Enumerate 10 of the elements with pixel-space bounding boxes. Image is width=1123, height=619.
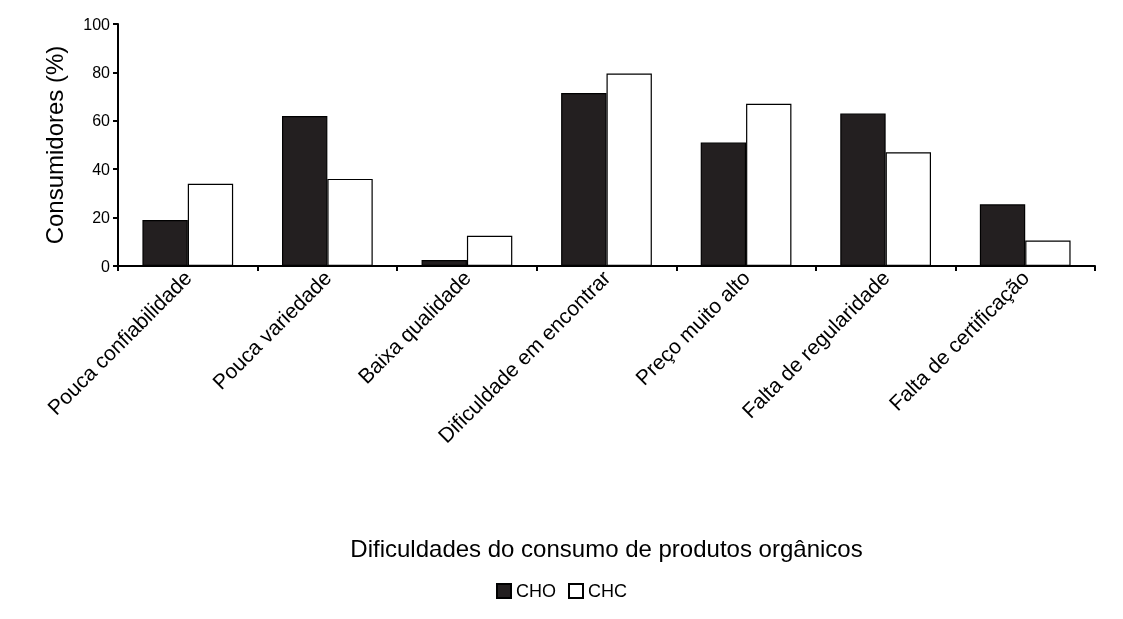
legend-label: CHC bbox=[588, 581, 627, 601]
y-tick-label: 80 bbox=[92, 63, 111, 81]
legend-label: CHO bbox=[516, 581, 556, 601]
y-tick-label: 100 bbox=[83, 15, 111, 33]
x-axis-title: Dificuldades do consumo de produtos orgânicos bbox=[350, 534, 863, 562]
y-tick-label: 60 bbox=[92, 112, 111, 130]
y-axis-title: Consumidores (%) bbox=[40, 45, 68, 245]
y-tick-label: 20 bbox=[92, 209, 111, 227]
y-tick-label: 0 bbox=[101, 257, 111, 275]
y-tick-label: 40 bbox=[92, 160, 111, 178]
